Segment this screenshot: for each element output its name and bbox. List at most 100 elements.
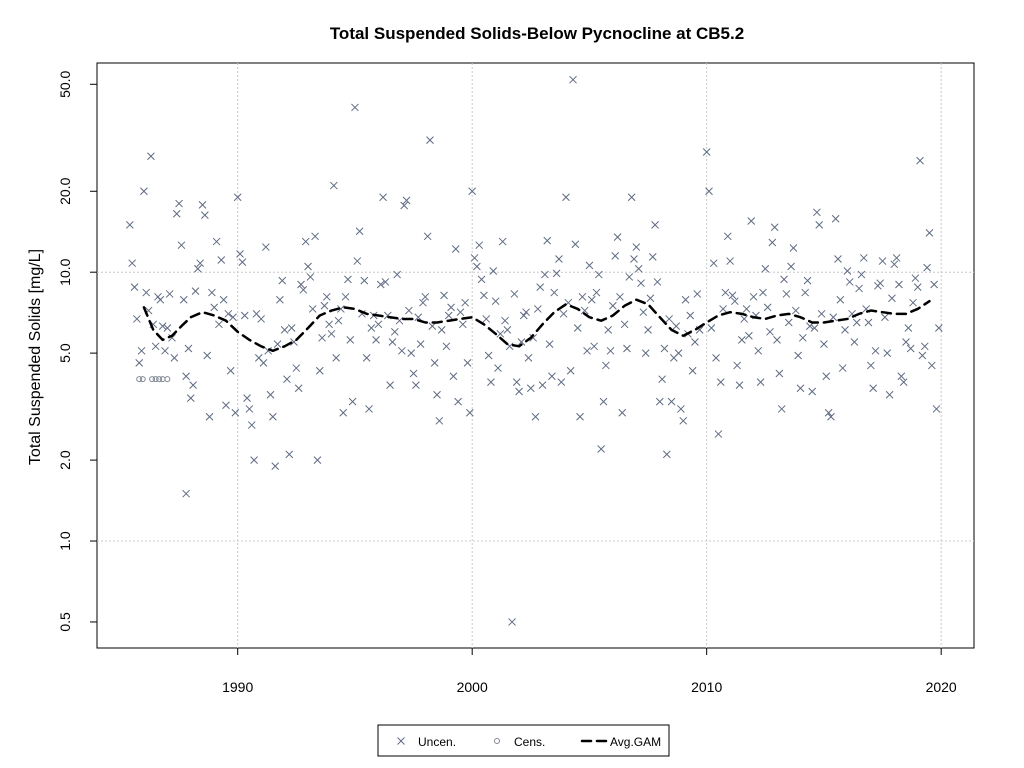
uncensored-point-254 xyxy=(721,288,730,297)
uncensored-point-188 xyxy=(562,193,570,202)
uncensored-point-204 xyxy=(599,397,608,406)
uncensored-point-325 xyxy=(888,294,896,303)
uncensored-point-218 xyxy=(632,243,641,251)
uncensored-point-133 xyxy=(433,390,441,399)
legend-cens-marker xyxy=(494,738,500,744)
uncensored-point-330 xyxy=(899,378,908,386)
uncensored-point-320 xyxy=(876,279,885,288)
uncensored-point-225 xyxy=(648,253,657,261)
uncensored-point-140 xyxy=(449,372,458,381)
uncensored-point-53 xyxy=(245,405,254,413)
plot-frame xyxy=(96,62,975,649)
uncensored-point-150 xyxy=(473,262,481,271)
uncensored-point-312 xyxy=(857,270,866,279)
uncensored-point-105 xyxy=(367,324,376,332)
legend-layer: Uncen. Cens. Avg.GAM xyxy=(377,724,670,757)
uncensored-point-232 xyxy=(665,315,674,323)
uncensored-point-244 xyxy=(693,290,702,298)
uncensored-point-242 xyxy=(688,366,697,375)
uncensored-point-74 xyxy=(294,384,303,393)
uncensored-point-265 xyxy=(747,217,756,225)
uncensored-point-28 xyxy=(186,394,195,402)
uncensored-point-310 xyxy=(852,318,861,327)
uncensored-point-212 xyxy=(618,408,627,417)
uncensored-point-49 xyxy=(236,250,244,258)
uncensored-point-147 xyxy=(465,408,474,417)
uncensored-point-71 xyxy=(287,324,296,332)
x-tick-label-2000: 2000 xyxy=(457,679,488,695)
uncensored-point-149 xyxy=(470,254,479,262)
x-tick-label-2020: 2020 xyxy=(926,679,957,695)
uncensored-point-272 xyxy=(763,303,772,312)
uncensored-point-22 xyxy=(175,199,183,208)
uncensored-point-51 xyxy=(240,311,249,320)
uncensored-point-247 xyxy=(705,187,713,196)
uncensored-point-119 xyxy=(400,201,409,210)
uncensored-point-39 xyxy=(212,237,221,246)
uncensored-point-339 xyxy=(920,342,929,351)
uncensored-point-154 xyxy=(482,315,491,323)
uncensored-point-256 xyxy=(726,257,734,265)
uncensored-point-29 xyxy=(189,381,197,390)
uncensored-point-16 xyxy=(161,346,169,355)
uncensored-point-131 xyxy=(428,322,437,330)
uncensored-point-153 xyxy=(480,291,488,300)
uncensored-point-316 xyxy=(866,361,875,370)
uncensored-point-270 xyxy=(759,288,767,297)
uncensored-point-285 xyxy=(794,351,802,360)
uncensored-point-43 xyxy=(222,401,230,410)
censored-point-7 xyxy=(164,376,171,383)
legend-gam-label: Avg.GAM xyxy=(610,735,661,749)
y-tick-label-5.0: 5.0 xyxy=(57,343,73,363)
uncensored-point-313 xyxy=(859,254,868,262)
uncensored-point-326 xyxy=(890,260,899,269)
uncensored-point-76 xyxy=(299,285,308,294)
uncensored-point-294 xyxy=(815,220,824,229)
uncensored-point-45 xyxy=(226,366,235,375)
uncensored-point-185 xyxy=(555,255,563,263)
uncensored-point-38 xyxy=(210,303,219,312)
uncensored-point-235 xyxy=(672,322,681,330)
uncensored-point-249 xyxy=(709,259,718,268)
uncensored-point-323 xyxy=(883,349,892,357)
uncensored-point-284 xyxy=(791,306,800,315)
uncensored-point-192 xyxy=(571,240,580,249)
uncensored-point-215 xyxy=(625,273,634,281)
uncensored-point-257 xyxy=(728,291,737,300)
uncensored-point-128 xyxy=(421,292,430,301)
uncensored-point-75 xyxy=(297,280,305,289)
uncensored-point-93 xyxy=(339,408,348,417)
legend-uncen-label: Uncen. xyxy=(418,735,456,749)
uncensored-point-26 xyxy=(184,344,193,353)
uncensored-point-303 xyxy=(836,295,845,304)
censored-point-2 xyxy=(139,376,146,383)
uncensored-point-328 xyxy=(895,280,903,289)
uncensored-point-85 xyxy=(320,301,329,310)
uncensored-point-291 xyxy=(808,387,817,396)
uncensored-point-36 xyxy=(205,412,214,421)
uncensored-point-165 xyxy=(508,618,516,626)
uncensored-point-289 xyxy=(803,276,812,285)
uncensored-point-329 xyxy=(897,372,906,381)
uncensored-point-343 xyxy=(930,280,938,289)
uncensored-point-281 xyxy=(784,318,793,327)
uncensored-point-62 xyxy=(266,390,275,399)
uncensored-point-145 xyxy=(461,298,470,307)
uncensored-point-223 xyxy=(644,326,652,334)
uncensored-point-143 xyxy=(456,308,465,317)
y-tick-label-0.5: 0.5 xyxy=(57,612,73,632)
uncensored-point-205 xyxy=(601,361,610,370)
uncensored-point-261 xyxy=(737,336,746,344)
uncensored-point-258 xyxy=(730,297,739,306)
uncensored-point-134 xyxy=(435,416,444,425)
uncensored-point-334 xyxy=(909,298,917,307)
censored-point-5 xyxy=(156,376,163,383)
uncensored-point-337 xyxy=(916,156,924,165)
axis-layer: 1990 2000 2010 2020 0.5 1.0 2.0 5.0 10.0 20.0 50.0 xyxy=(57,70,957,695)
uncensored-point-84 xyxy=(318,333,326,342)
uncensored-point-18 xyxy=(165,290,174,298)
uncensored-point-69 xyxy=(283,375,291,384)
uncensored-point-10 xyxy=(147,152,155,161)
uncensored-point-151 xyxy=(475,241,484,250)
